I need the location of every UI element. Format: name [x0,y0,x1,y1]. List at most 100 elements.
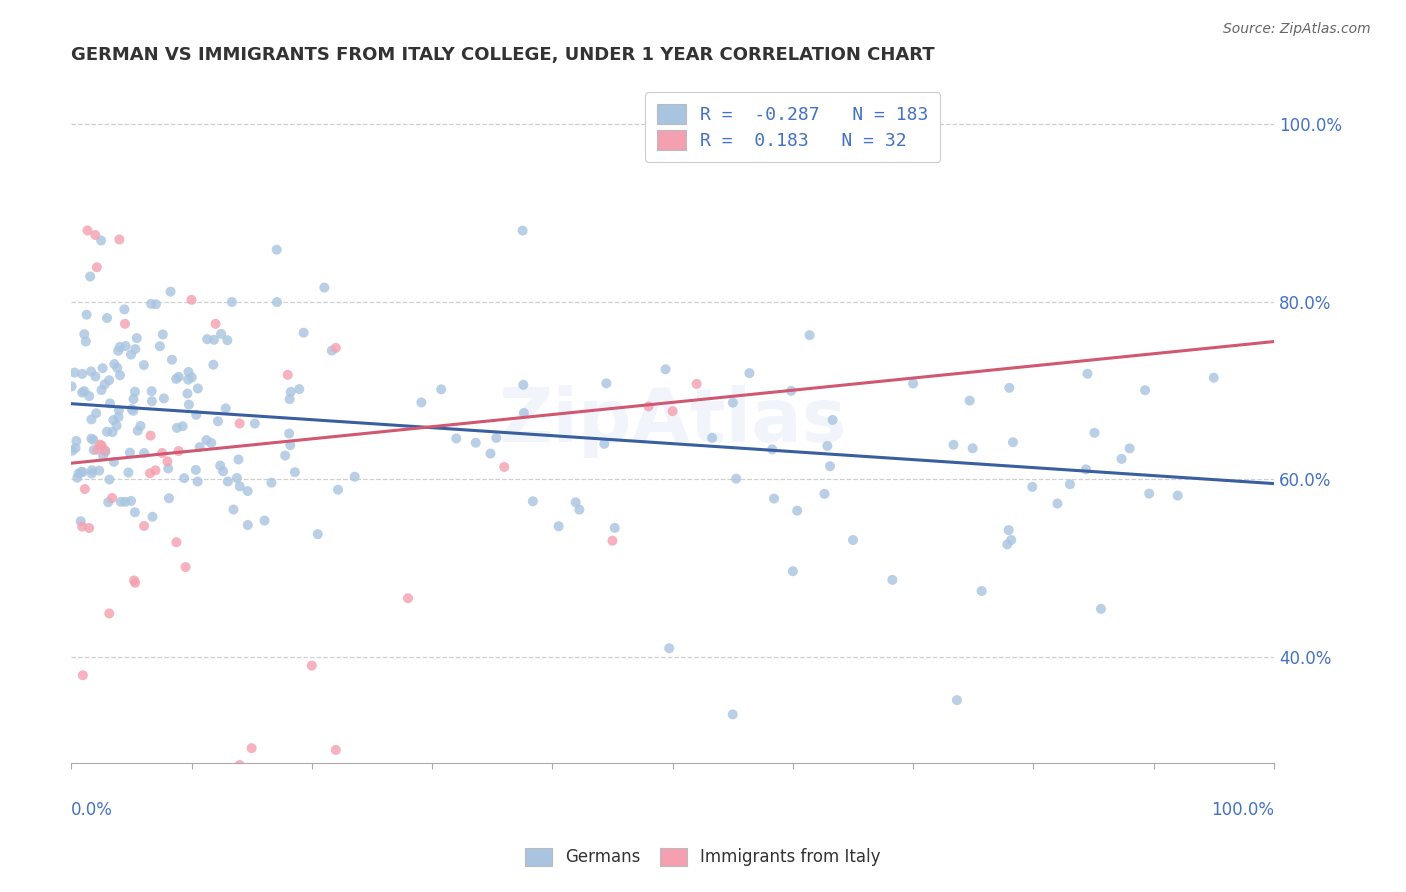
Point [114,339,136,353]
Point [177,365,200,379]
Point [1000,533,1022,547]
Text: 100.0%: 100.0% [1211,801,1274,819]
Point [76,223,98,237]
Point [430,382,453,396]
Point [89,437,111,451]
Point [786,503,808,517]
Point [93,377,115,392]
Point [222,502,245,516]
Legend: Germans, Immigrants from Italy: Germans, Immigrants from Italy [519,841,887,873]
Point [79,389,101,403]
Point [122,404,145,418]
Point [658,641,681,656]
Point [70,385,93,400]
Point [180,370,202,384]
Point [512,377,534,392]
Point [80,467,103,481]
Point [77,521,100,535]
Point [129,419,152,434]
Point [188,440,211,454]
Point [66,471,89,485]
Point [278,392,301,406]
Point [149,339,172,353]
Point [176,386,198,401]
Point [204,317,226,331]
Point [159,285,181,299]
Text: ZipAtlas: ZipAtlas [498,385,846,458]
Point [86,442,108,457]
Point [738,366,761,380]
Point [124,505,146,519]
Point [125,331,148,345]
Point [654,362,676,376]
Point [547,519,569,533]
Point [60,379,83,393]
Point [89,464,111,478]
Point [73,327,96,342]
Point [96,425,118,439]
Point [661,404,683,418]
Point [1167,489,1189,503]
Point [1074,462,1097,476]
Point [107,410,129,425]
Point [167,444,190,458]
Point [307,527,329,541]
Point [1133,383,1156,397]
Point [1137,486,1160,500]
Point [98,607,121,621]
Point [184,463,207,477]
Point [901,376,924,391]
Point [174,560,197,574]
Point [180,293,202,307]
Point [139,467,162,481]
Point [141,509,163,524]
Point [122,574,145,588]
Point [1076,367,1098,381]
Point [602,533,624,548]
Point [132,519,155,533]
Point [1046,497,1069,511]
Point [782,564,804,578]
Point [842,533,865,547]
Point [124,384,146,399]
Point [260,475,283,490]
Point [821,413,844,427]
Point [139,297,162,311]
Point [105,360,128,375]
Point [280,384,302,399]
Point [446,432,468,446]
Point [187,475,209,489]
Point [157,461,180,475]
Point [150,446,173,460]
Point [152,327,174,342]
Point [212,464,235,478]
Point [120,348,142,362]
Point [209,458,232,473]
Point [278,438,301,452]
Point [120,494,142,508]
Point [288,382,311,396]
Point [1001,435,1024,450]
Point [274,449,297,463]
Point [145,297,167,311]
Point [177,398,200,412]
Point [132,446,155,460]
Point [114,495,136,509]
Text: Source: ZipAtlas.com: Source: ZipAtlas.com [1223,22,1371,37]
Point [80,364,103,378]
Point [200,436,222,450]
Point [124,575,146,590]
Point [485,431,508,445]
Point [121,402,143,417]
Point [79,269,101,284]
Point [202,358,225,372]
Point [253,514,276,528]
Point [118,445,141,459]
Point [522,494,544,508]
Point [277,368,299,382]
Point [84,406,107,420]
Point [326,483,349,497]
Point [202,333,225,347]
Point [593,437,616,451]
Point [266,243,288,257]
